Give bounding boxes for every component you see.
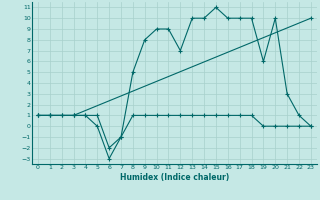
X-axis label: Humidex (Indice chaleur): Humidex (Indice chaleur) (120, 173, 229, 182)
